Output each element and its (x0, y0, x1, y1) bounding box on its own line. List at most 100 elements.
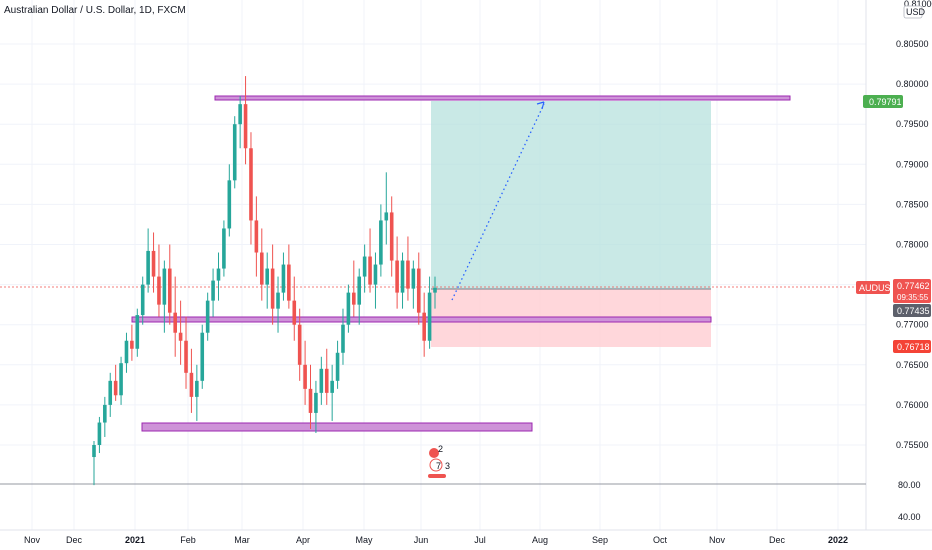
entry-badge: 0.77435 (893, 304, 931, 317)
currency-button[interactable] (903, 5, 923, 19)
candle-body (130, 340, 134, 349)
projection-line[interactable] (451, 103, 545, 301)
time-label: Nov (24, 535, 41, 545)
candle-body (178, 332, 183, 341)
candle-body (157, 276, 161, 305)
candle-body (368, 256, 372, 285)
candle-body (379, 220, 383, 265)
candle-body (162, 268, 167, 305)
candles (92, 76, 437, 486)
currency-label: USD (906, 7, 926, 17)
candle-body (173, 312, 177, 333)
event-three-count: 3 (445, 461, 450, 471)
candle-body (184, 340, 188, 373)
candle-body (357, 276, 362, 305)
candle-body (195, 380, 199, 397)
rsi-tick-80: 80.00 (898, 480, 921, 490)
price-tick: 0.75500 (896, 440, 929, 450)
time-label: Nov (709, 535, 726, 545)
candle-body (108, 380, 113, 405)
resistance-zone[interactable] (214, 95, 791, 101)
price-tick: 0.79500 (896, 119, 929, 129)
candle-body (103, 404, 107, 423)
candle-body (287, 264, 291, 301)
candle-body (243, 104, 248, 149)
price-tick: 0.78500 (896, 199, 929, 209)
time-label: Jul (474, 535, 486, 545)
candle-body (324, 368, 329, 393)
price-axis-top-label: 0.81000 (904, 0, 932, 9)
price-tick: 0.80000 (896, 79, 929, 89)
projection-arrowhead (536, 101, 545, 110)
candle-body (335, 352, 340, 381)
candle-body (362, 256, 367, 277)
candle-body (167, 268, 172, 313)
flag-event-icon[interactable] (429, 458, 443, 472)
target-badge: 0.79791 (863, 95, 903, 108)
price-tick: 0.79000 (896, 159, 929, 169)
candle-body (238, 104, 242, 125)
candle-body (416, 268, 421, 313)
countdown-text: 09:35:55 (897, 293, 929, 302)
profit-zone[interactable] (431, 101, 711, 289)
price-tick: 0.76000 (896, 400, 929, 410)
candle-body (400, 260, 405, 293)
candle-body (232, 124, 237, 181)
stop-badge-text: 0.76718 (897, 342, 930, 352)
candle-body (389, 212, 394, 261)
candle-body (433, 287, 437, 293)
price-tick: 0.76500 (896, 360, 929, 370)
support-zone-lower[interactable] (141, 422, 533, 432)
chart-title: Australian Dollar / U.S. Dollar, 1D, FXC… (4, 5, 186, 16)
time-label: Dec (769, 535, 786, 545)
candle-body (330, 380, 334, 393)
candle-body (140, 284, 145, 316)
projection-arrow[interactable] (451, 101, 545, 301)
candle-body (211, 280, 215, 301)
current-price-text: 0.77462 (897, 281, 930, 291)
candle-body (124, 340, 129, 364)
time-label: 2022 (828, 535, 848, 545)
candle-body (384, 212, 389, 221)
stop-badge: 0.76718 (893, 340, 931, 353)
symbol-tag: AUDUSD (856, 281, 898, 294)
price-tick: 0.78000 (896, 240, 929, 250)
price-tick: 0.77000 (896, 320, 929, 330)
candle-body (270, 268, 275, 309)
symbol-tag-text: AUDUSD (859, 283, 898, 293)
candle-body (222, 228, 226, 269)
time-label: Aug (532, 535, 548, 545)
target-badge-text: 0.79791 (869, 97, 902, 107)
candle-body (189, 372, 194, 397)
time-axis[interactable]: Nov Dec 2021 Feb Mar Apr May Jun Jul Aug Sep Oct Nov… (24, 535, 848, 545)
time-label: 2021 (125, 535, 145, 545)
candle-body (395, 260, 399, 293)
candle-body (259, 252, 264, 285)
support-zone-upper[interactable] (131, 316, 712, 323)
earnings-event-icon[interactable] (429, 448, 439, 458)
candle-body (427, 292, 432, 341)
event-one-count: 2 (438, 444, 443, 454)
candle-body (249, 148, 253, 221)
price-axis[interactable]: 0.80500 0.80000 0.79500 0.79000 0.78500 0.780… (896, 39, 929, 450)
event-two-count: 7 (436, 461, 441, 471)
candle-body (276, 292, 280, 309)
candle-body (411, 268, 416, 289)
candle-body (265, 268, 270, 285)
candle-body (319, 368, 324, 393)
price-tick: 0.80500 (896, 39, 929, 49)
time-label: Oct (653, 535, 668, 545)
time-label: Jun (414, 535, 429, 545)
candle-body (281, 264, 286, 293)
economic-event-icon[interactable] (428, 474, 446, 478)
candle-body (119, 363, 123, 396)
time-label: Feb (180, 535, 196, 545)
candle-body (227, 180, 232, 229)
entry-badge-text: 0.77435 (897, 306, 930, 316)
candle-body (406, 260, 410, 289)
candle-body (346, 292, 351, 325)
event-markers[interactable]: 2 7 3 (428, 444, 450, 478)
candle-body (113, 380, 118, 396)
candle-body (216, 268, 221, 281)
